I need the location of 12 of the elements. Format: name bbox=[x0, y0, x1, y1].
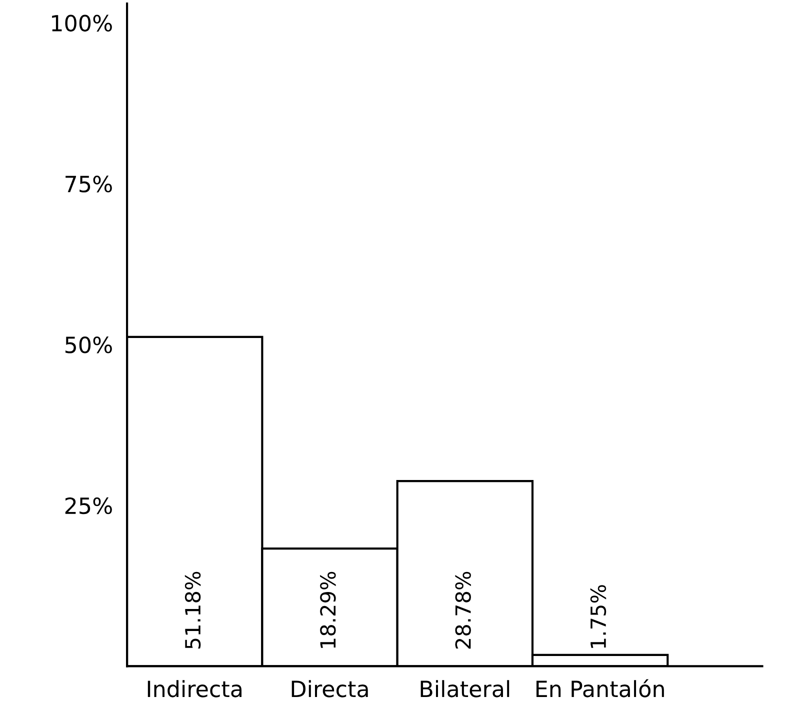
x-tick-label: Indirecta bbox=[148, 680, 242, 698]
x-tick-label: En Pantalón bbox=[536, 679, 664, 698]
y-tick-label: 50% bbox=[65, 336, 112, 354]
data-label: 28.78% bbox=[455, 572, 471, 649]
data-label: 51.18% bbox=[184, 572, 201, 649]
data-label: 1.75% bbox=[590, 585, 606, 648]
y-tick-label: 25% bbox=[65, 497, 112, 514]
data-label: 18.29% bbox=[320, 572, 336, 648]
y-tick-label: 100% bbox=[52, 14, 112, 32]
x-tick-label: Bilateral bbox=[420, 680, 510, 698]
x-tick-label: Directa bbox=[292, 680, 368, 698]
y-tick-label: 75% bbox=[66, 176, 112, 192]
